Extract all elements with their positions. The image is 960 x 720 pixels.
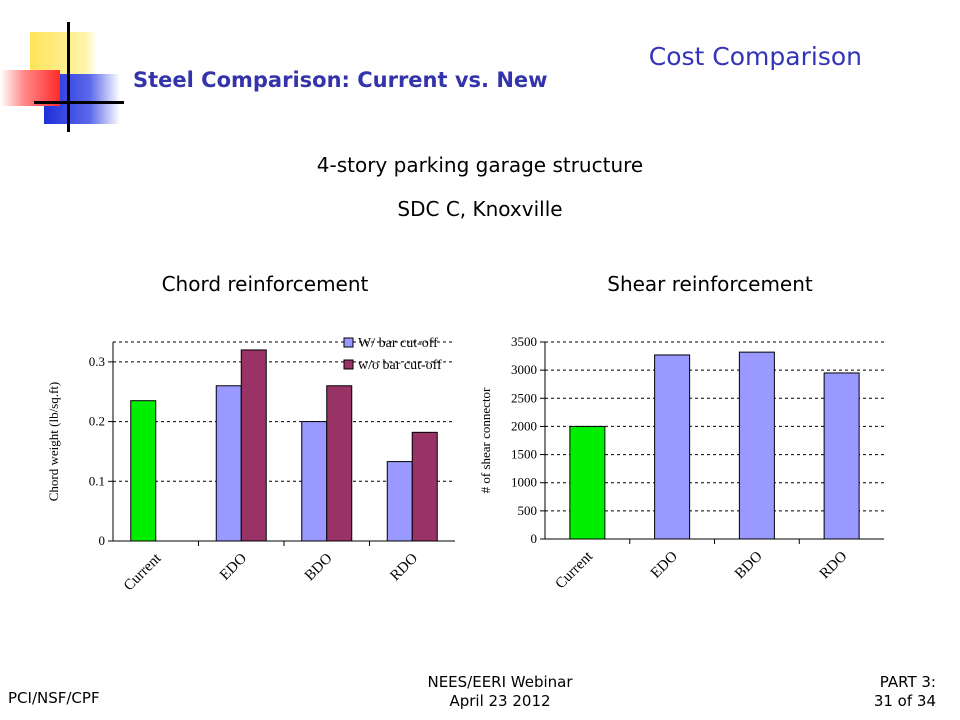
y-tick-label: 3000 — [511, 362, 537, 377]
x-category-label: RDO — [817, 548, 851, 582]
y-tick-label: 1000 — [511, 475, 537, 490]
footer-event: NEES/EERI Webinar — [427, 673, 573, 691]
bar-edo-1 — [215, 385, 242, 542]
y-tick-label: 2000 — [511, 418, 537, 433]
x-category-label: RDO — [387, 550, 421, 584]
legend-label: W/ bar cut-off — [358, 336, 438, 351]
corner-decoration — [0, 0, 130, 135]
subtitle-location: SDC C, Knoxville — [397, 197, 563, 221]
y-axis-label: Chord weight (lb/sq.ft) — [46, 382, 61, 502]
bar-bdo-2 — [326, 385, 353, 542]
bar-current-1 — [130, 400, 157, 542]
deco-vertical-line — [67, 22, 70, 132]
y-tick-label: 2500 — [511, 390, 537, 405]
x-category-label: BDO — [732, 548, 766, 582]
subtitle-structure: 4-story parking garage structure — [316, 153, 644, 177]
x-category-label: EDO — [648, 548, 681, 581]
slide-title: Steel Comparison: Current vs. New — [133, 68, 548, 92]
y-tick-label: 1500 — [511, 447, 537, 462]
footer-date: April 23 2012 — [449, 692, 551, 710]
y-tick-label: 0.1 — [89, 473, 105, 488]
deco-red-square — [0, 70, 60, 106]
footer-center: NEES/EERI Webinar April 23 2012 — [400, 673, 600, 711]
footer-right: PART 3: 31 of 34 — [874, 673, 936, 711]
x-category-label: Current — [552, 548, 596, 592]
footer-page: 31 of 34 — [873, 692, 936, 710]
y-tick-label: 0 — [99, 533, 106, 548]
legend-swatch — [343, 359, 354, 370]
bar-rdo-1 — [386, 461, 413, 542]
bar-edo-2 — [240, 349, 267, 542]
bar-edo-1 — [654, 354, 691, 540]
footer-part: PART 3: — [879, 673, 936, 691]
bar-rdo-1 — [823, 372, 860, 540]
legend-label: w/o bar cut-off — [358, 358, 442, 373]
shear-reinforcement-chart: 0 500 1000 1500 2000 2500 3000 3500 Current EDO BD… — [478, 334, 884, 592]
shear-chart-heading: Shear reinforcement — [607, 272, 813, 296]
bar-bdo-1 — [738, 351, 775, 540]
y-tick-label: 0.2 — [89, 414, 105, 429]
footer-left: PCI/NSF/CPF — [8, 689, 100, 707]
y-tick-label: 500 — [518, 503, 538, 518]
y-tick-label: 3500 — [511, 334, 537, 349]
deco-horizontal-line — [34, 101, 124, 104]
bar-bdo-1 — [301, 421, 328, 542]
bar-rdo-2 — [411, 431, 438, 542]
x-category-label: Current — [121, 550, 165, 594]
x-category-label: EDO — [217, 550, 250, 583]
y-tick-label: 0.3 — [89, 354, 105, 369]
y-axis-label: # of shear connector — [478, 387, 493, 493]
x-category-label: BDO — [302, 550, 336, 584]
chord-chart-heading: Chord reinforcement — [161, 272, 369, 296]
section-title: Cost Comparison — [648, 42, 862, 71]
legend-swatch — [343, 337, 354, 348]
bar-current-1 — [569, 425, 606, 540]
chord-reinforcement-chart: 0 0.1 0.2 0.3 Current EDO BDO RDO Chord weight (… — [46, 336, 455, 594]
y-tick-label: 0 — [531, 531, 538, 546]
